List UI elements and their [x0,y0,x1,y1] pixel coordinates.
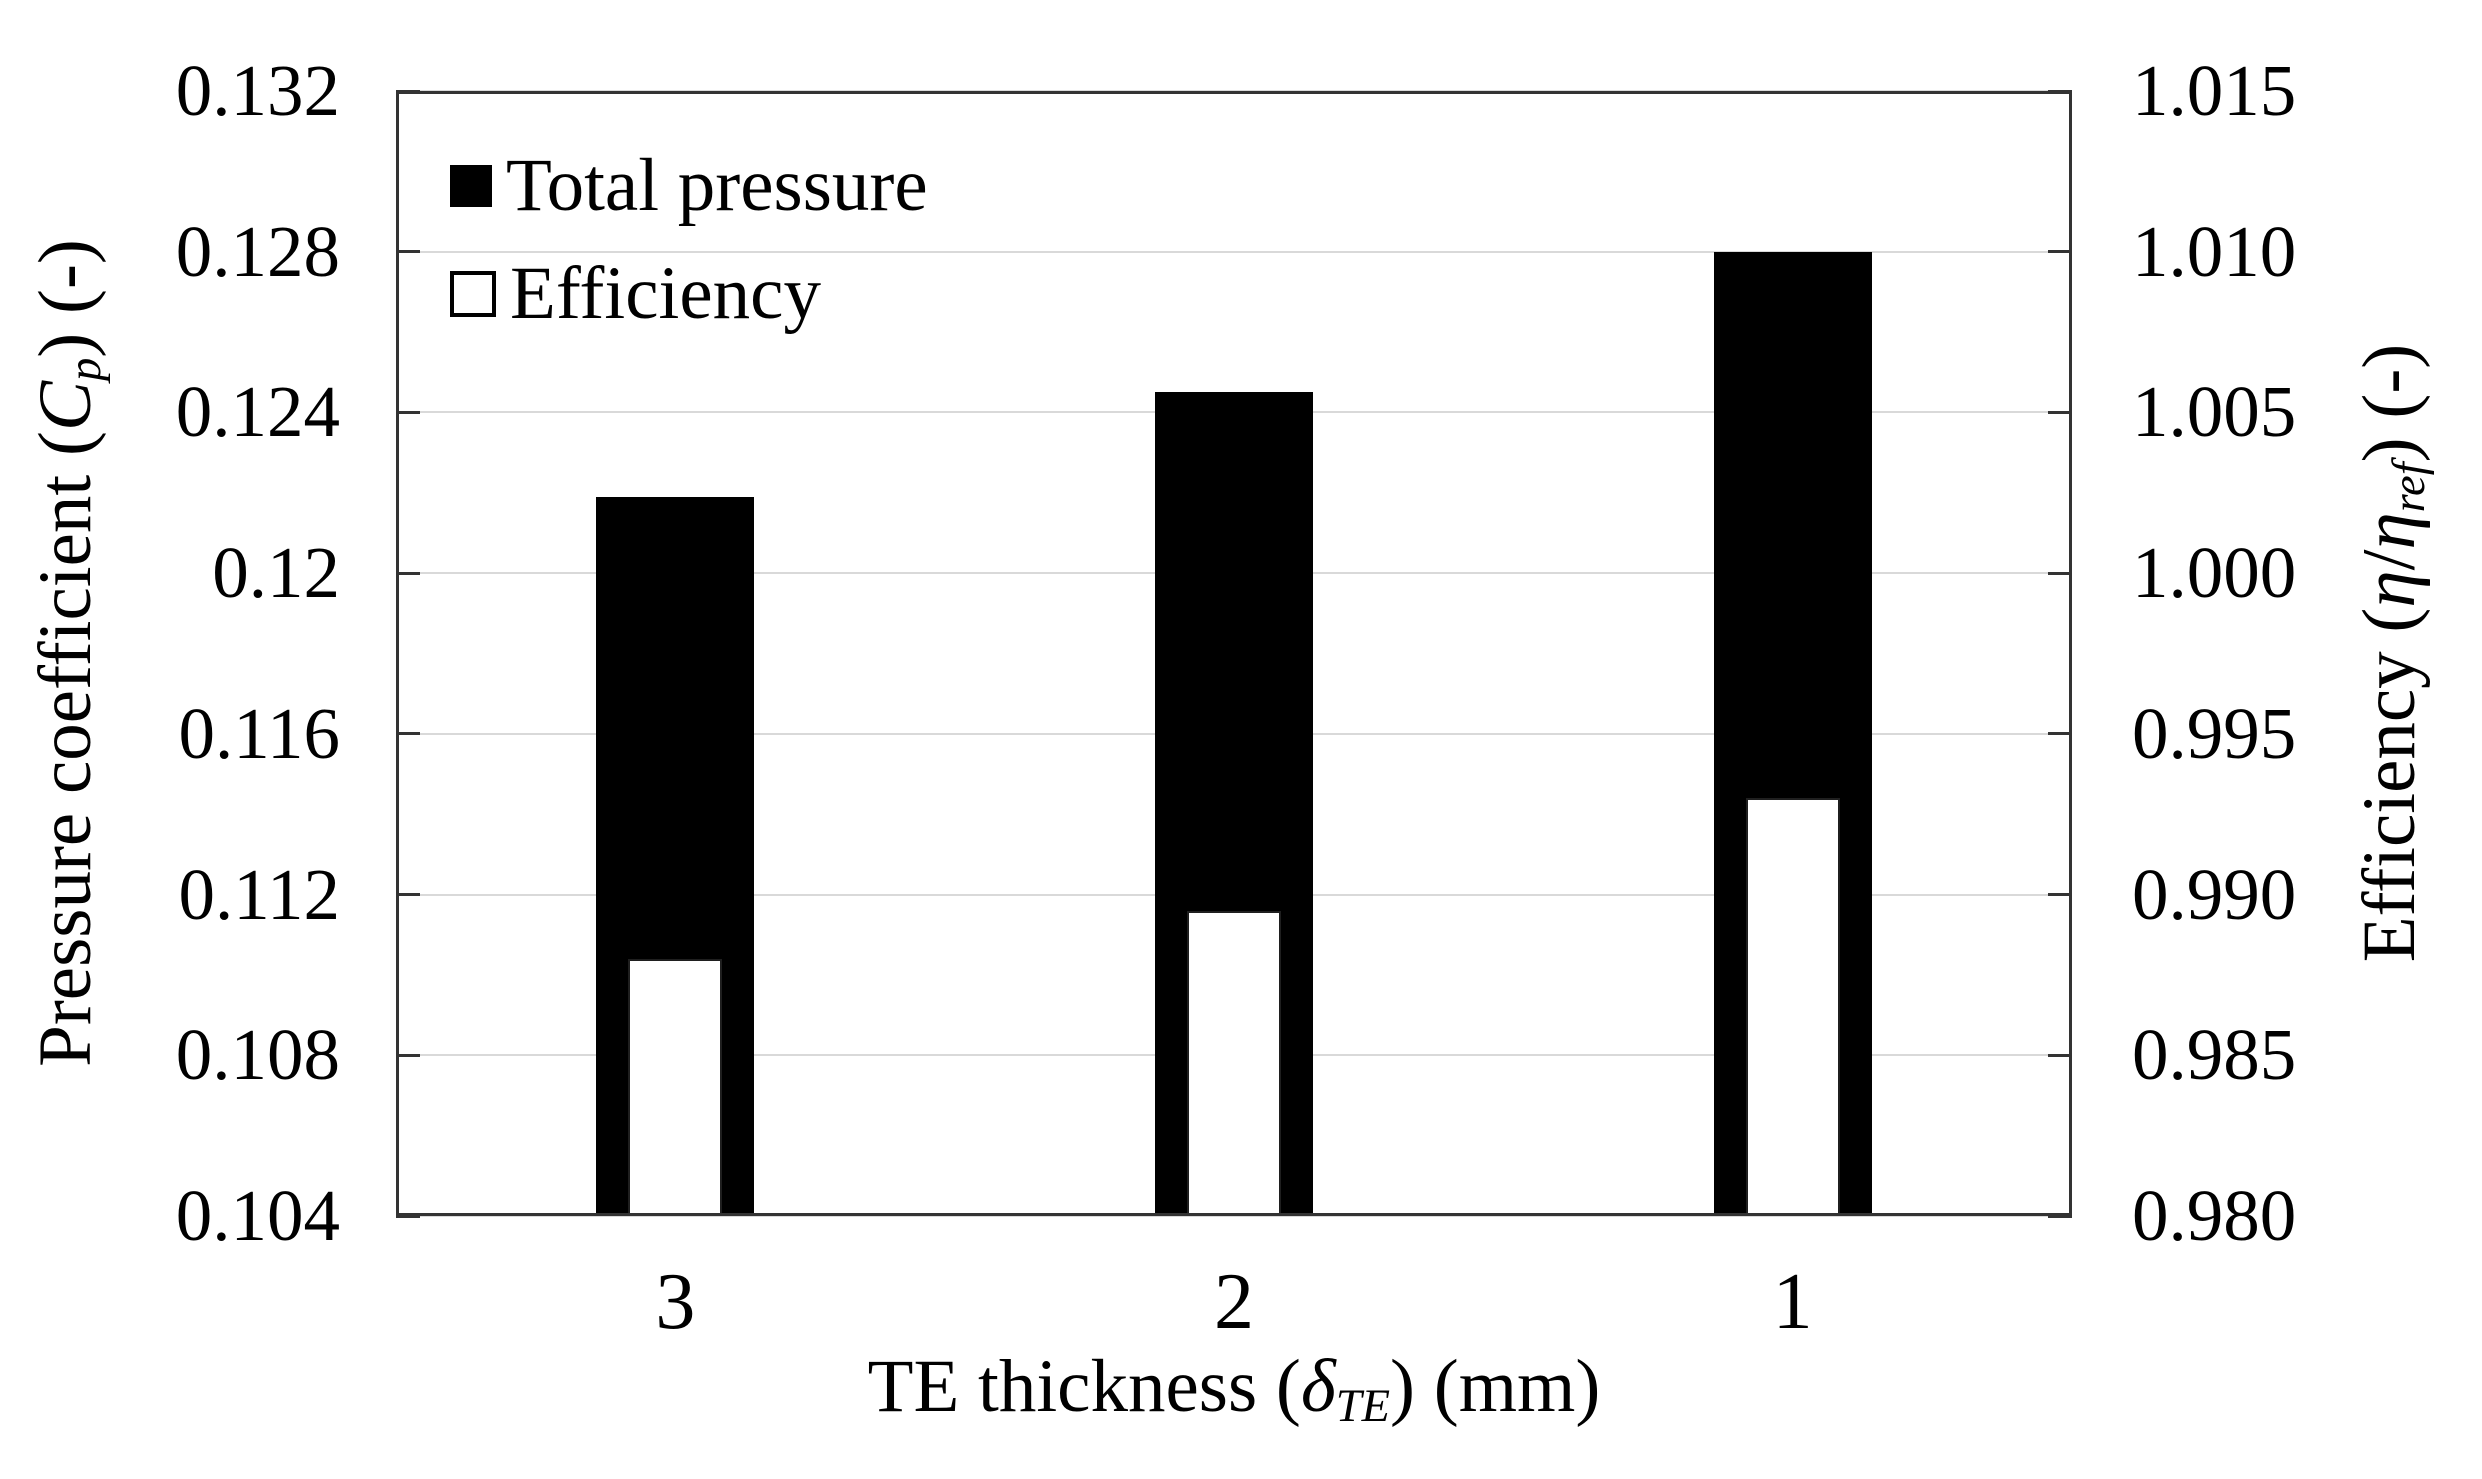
label-fragment: ) (-) [2347,343,2431,463]
label-fragment: p [60,357,112,382]
right-axis-tick [2048,571,2072,575]
label-fragment: ref [2384,462,2436,513]
filled-square-icon [450,165,492,207]
gridline [396,250,2072,253]
left-axis-tick [396,89,420,93]
left-axis-tick [396,410,420,414]
label-fragment: C [23,381,107,432]
label-fragment: Efficiency ( [2347,607,2431,963]
label-fragment: ) (mm) [1390,1344,1601,1428]
right-axis-tick [2048,1214,2072,1218]
label-fragment: / [2347,549,2431,571]
left-axis-tick [396,1214,420,1218]
left-axis-tick [396,732,420,736]
right-axis-tick-label: 0.980 [2132,1175,2297,1256]
right-axis-tick-label: 0.995 [2132,692,2297,774]
right-axis-title: Efficiency (η/ηref) (-) [2347,343,2450,963]
right-axis-tick-label: 1.015 [2132,50,2297,131]
left-axis-title: Pressure coefficient (Cp) (-) [23,239,126,1067]
right-axis-tick [2048,893,2072,897]
left-axis-tick-label: 0.12 [212,532,340,614]
left-axis-tick-label: 0.128 [175,210,340,292]
left-axis-tick-label: 0.112 [178,853,340,935]
bar-efficiency [1187,910,1281,1216]
label-fragment: η [2347,512,2431,550]
legend: Total pressure Efficiency [450,138,928,342]
left-axis-tick [396,250,420,254]
x-axis-tick-label: 1 [1772,1258,1813,1346]
label-fragment: ) (-) [23,239,107,358]
bar-efficiency [1745,798,1840,1216]
left-axis-tick-label: 0.104 [175,1175,340,1256]
left-axis-tick-label: 0.124 [175,371,340,453]
legend-entry: Efficiency [450,246,928,342]
label-fragment: δ [1300,1344,1336,1428]
right-axis-tick [2048,1053,2072,1057]
label-fragment: TE thickness ( [867,1344,1301,1428]
x-axis-tick-label: 2 [1214,1258,1254,1346]
bar-efficiency [628,958,723,1216]
legend-entry: Total pressure [450,138,928,234]
open-square-icon [450,271,496,317]
legend-label: Efficiency [510,252,821,335]
label-fragment: Pressure coefficient ( [23,431,107,1067]
x-axis-tick-label: 3 [655,1258,696,1346]
right-axis-tick-label: 0.990 [2132,853,2297,935]
right-axis-tick-label: 1.010 [2132,210,2297,292]
gridline [396,1215,2072,1217]
gridline [396,90,2072,92]
label-fragment: η [2347,570,2431,608]
left-axis-tick-label: 0.116 [178,692,340,774]
label-fragment: TE [1335,1381,1391,1433]
left-axis-tick [396,893,420,897]
right-axis-tick-label: 1.000 [2132,532,2297,614]
right-axis-tick [2048,250,2072,254]
right-axis-tick-label: 0.985 [2132,1014,2297,1096]
left-axis-tick [396,571,420,575]
x-axis-title: TE thickness (δTE) (mm) [867,1344,1601,1447]
left-axis-tick [396,1053,420,1057]
left-axis-tick-label: 0.108 [175,1014,340,1096]
left-axis-tick-label: 0.132 [175,50,340,131]
right-axis-tick [2048,410,2072,414]
right-axis-tick [2048,732,2072,736]
legend-label: Total pressure [506,144,928,227]
right-axis-tick [2048,89,2072,93]
right-axis-tick-label: 1.005 [2132,371,2297,453]
